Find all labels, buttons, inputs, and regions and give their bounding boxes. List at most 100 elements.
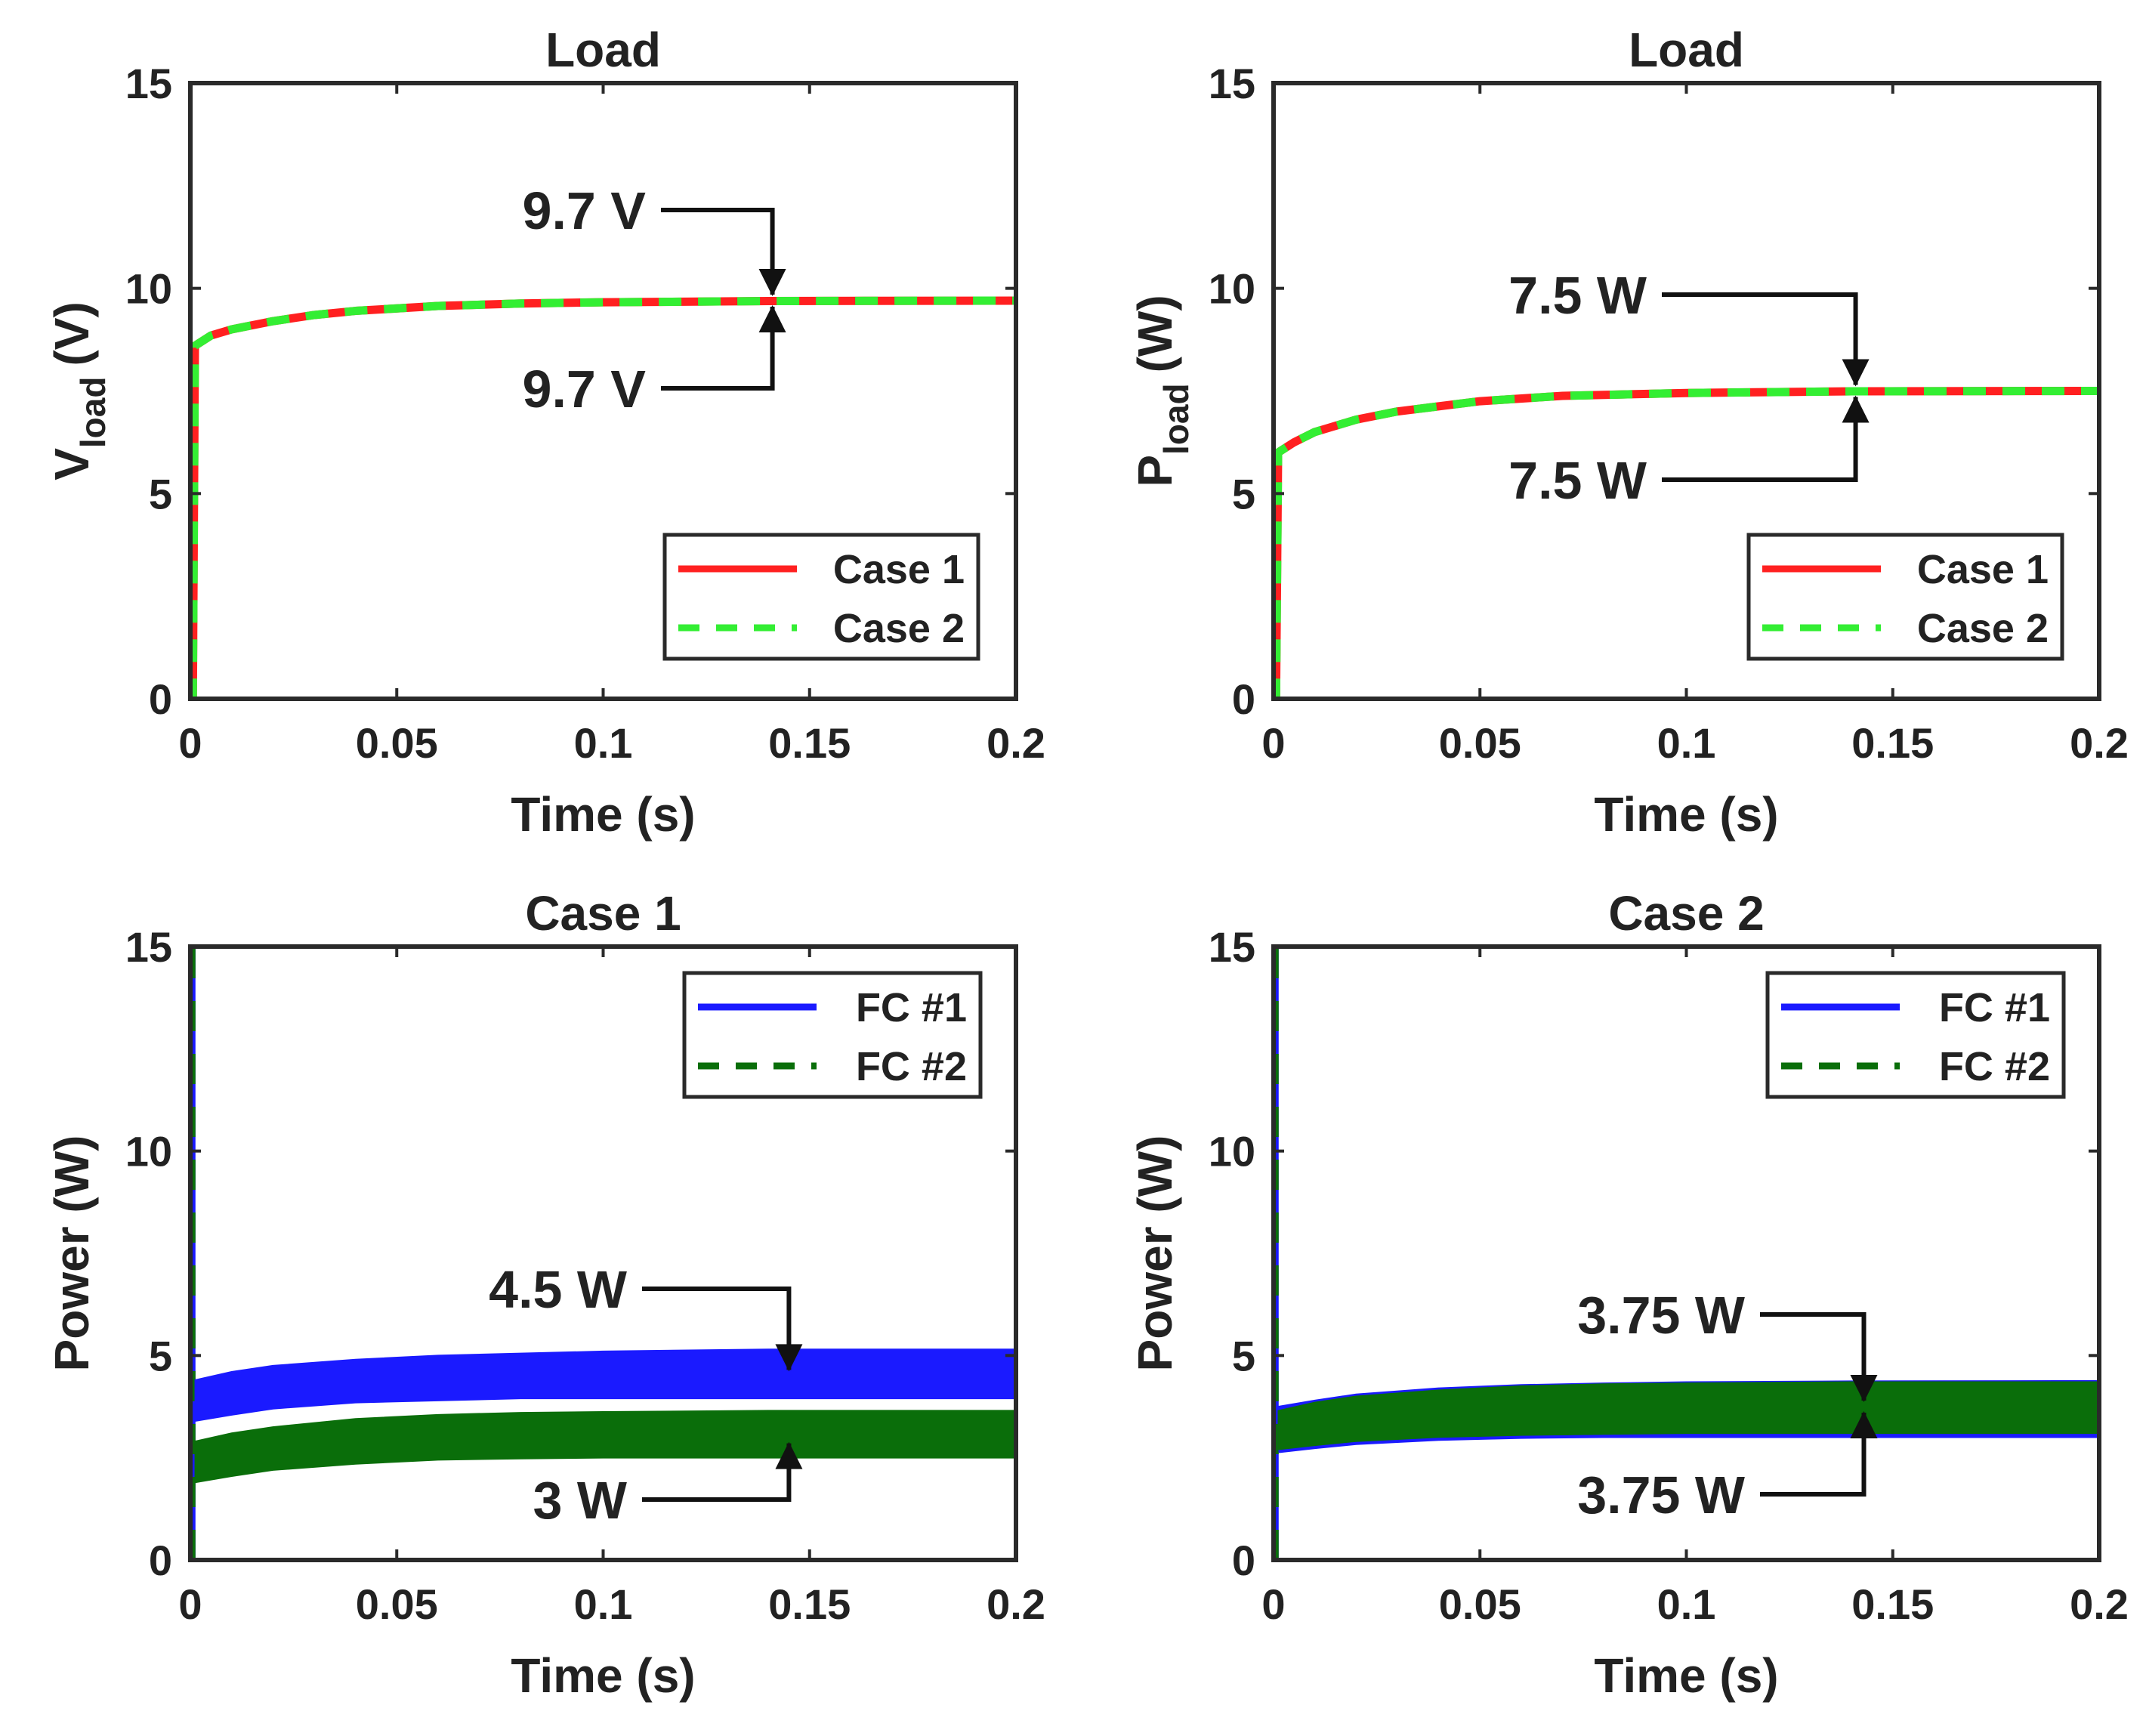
y-tick-label: 0 [149,675,172,723]
chart-title: Case 1 [525,886,681,941]
annotation-top: 3.75 W [1577,1286,1745,1345]
y-axis-label-main: Power (W) [1128,1135,1182,1372]
annotation-bottom-leader [1662,397,1858,482]
y-axis-label: Pload (W) [1128,295,1196,487]
y-tick-label: 15 [1209,923,1255,971]
y-axis-label-main: P [1128,455,1182,487]
x-tick-label: 0.05 [356,1580,438,1628]
series-line-2 [190,296,1016,699]
y-axis-label-main: V [45,448,99,480]
annotations: 3.75 W 3.75 W [1577,1286,1878,1524]
annotation-top-leader [661,208,775,295]
annotation-bottom: 7.5 W [1508,451,1647,510]
chart-title: Load [1629,23,1744,77]
legend-box [662,533,980,661]
x-tick-label: 0.2 [2070,1580,2129,1628]
annotation-bottom-arrowhead [758,304,786,332]
y-tick-label: 15 [125,923,172,971]
x-tick-label: 0.2 [987,719,1045,767]
y-tick-label: 5 [1232,1332,1255,1379]
legend-label-2: FC #2 [1939,1044,2050,1089]
chart-panel-1: 0 0.05 0.1 0.15 0.2 0 5 10 15 Load Time (s) Vload (V… [45,23,1045,842]
annotation-bottom: 9.7 V [523,360,647,419]
x-tick-label: 0 [178,1580,202,1628]
x-tick-label: 0.05 [1439,1580,1521,1628]
legend-box [1746,533,2064,661]
legend: Case 1 Case 2 [1746,533,2064,661]
x-tick-label: 0 [1261,1580,1285,1628]
y-tick-label: 10 [125,265,172,313]
legend-label-1: FC #1 [856,985,967,1030]
y-axis-label-unit: (V) [45,301,99,366]
annotation-top-arrowhead [1850,1375,1878,1402]
x-tick-label: 0.05 [356,719,438,767]
y-tick-label: 5 [1232,470,1255,517]
annotation-bottom-leader [661,306,775,391]
x-axis-label: Time (s) [511,1648,695,1703]
x-tick-label: 0.15 [1851,719,1934,767]
y-tick-label: 5 [149,1332,172,1379]
chart-panel-3: 0 0.05 0.1 0.15 0.2 0 5 10 15 Case 1 Time (s) Power… [45,886,1045,1703]
legend-label-1: Case 1 [1917,547,2049,592]
y-tick-label: 10 [1209,1128,1255,1175]
x-tick-label: 0.2 [2070,719,2129,767]
legend-box [1765,971,2066,1099]
x-tick-label: 0.05 [1439,719,1521,767]
y-tick-label: 15 [1209,60,1255,107]
y-tick-label: 5 [149,470,172,517]
y-tick-label: 15 [125,60,172,107]
annotation-top-leader [1760,1312,1867,1401]
x-tick-label: 0 [1261,719,1285,767]
chart-panel-2: 0 0.05 0.1 0.15 0.2 0 5 10 15 Load Time (s) Pload (W… [1128,23,2129,842]
annotation-bottom: 3 W [533,1471,627,1530]
x-axis-label: Time (s) [1594,1648,1778,1703]
legend: Case 1 Case 2 [662,533,980,661]
y-tick-label: 0 [1232,1537,1255,1584]
x-tick-label: 0.15 [1851,1580,1934,1628]
legend-label-1: FC #1 [1939,985,2050,1030]
y-tick-label: 0 [149,1537,172,1584]
data-layer [1274,947,2099,1560]
legend-label-2: Case 2 [833,606,965,651]
x-tick-label: 0.15 [768,719,851,767]
x-tick-label: 0.1 [1657,719,1716,767]
y-axis-label: Vload (V) [45,301,113,480]
chart-title: Load [545,23,661,77]
x-axis-label: Time (s) [511,787,695,842]
annotation-bottom-arrowhead [775,1441,803,1469]
legend: FC #1 FC #2 [682,971,983,1099]
annotation-top-arrowhead [758,268,786,296]
annotation-top-arrowhead [775,1344,803,1372]
chart-panel-4: 0 0.05 0.1 0.15 0.2 0 5 10 15 Case 2 Time (s) Power… [1128,886,2129,1703]
annotation-top-arrowhead [1842,359,1870,387]
x-tick-label: 0.1 [574,1580,633,1628]
annotation-bottom-leader [1760,1413,1867,1497]
y-axis-label: Power (W) [45,1135,99,1372]
x-tick-label: 0.2 [987,1580,1045,1628]
annotation-top: 9.7 V [523,181,647,240]
annotations: 9.7 V 9.7 V [523,181,786,419]
data-layer [190,947,1016,1560]
x-tick-label: 0.1 [1657,1580,1716,1628]
series-band-2 [1277,1381,2099,1453]
annotation-bottom: 3.75 W [1577,1466,1745,1524]
y-axis-label-unit: (W) [1128,295,1182,372]
y-axis-label-sub: load [1156,383,1196,455]
x-axis-label: Time (s) [1594,787,1778,842]
series-band-1 [194,1348,1016,1422]
legend: FC #1 FC #2 [1765,971,2066,1099]
y-axis-label-main: Power (W) [45,1135,99,1372]
legend-label-2: Case 2 [1917,606,2049,651]
series-band-edge [1278,1435,2099,1453]
annotation-top-leader [1662,292,1858,385]
annotations: 7.5 W 7.5 W [1508,266,1870,510]
y-tick-label: 10 [1209,265,1255,313]
series-band-2 [194,1410,1016,1484]
data-layer [190,296,1016,699]
chart-title: Case 2 [1608,886,1764,941]
y-axis-label-sub: load [73,377,113,449]
annotation-top-leader [642,1287,792,1370]
annotation-bottom-arrowhead [1842,395,1870,423]
annotation-top: 7.5 W [1508,266,1647,325]
